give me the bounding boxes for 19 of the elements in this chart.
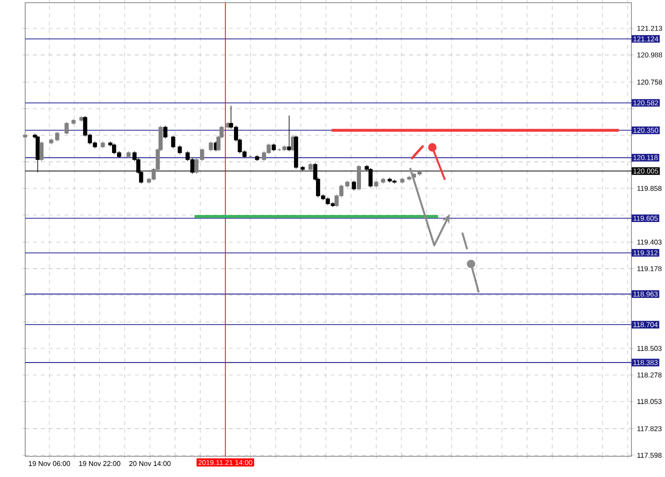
candlestick xyxy=(71,118,76,125)
candlestick xyxy=(64,121,69,135)
candlestick xyxy=(248,154,253,158)
candlestick xyxy=(352,180,356,190)
candlestick xyxy=(171,135,176,148)
candlestick xyxy=(208,140,213,152)
candlestick xyxy=(163,125,168,139)
candlestick xyxy=(126,150,131,158)
candlestick xyxy=(178,144,182,154)
candlestick xyxy=(255,154,260,162)
candlestick xyxy=(356,164,361,190)
candlestick xyxy=(400,177,404,184)
candlestick xyxy=(287,114,292,152)
candlestick xyxy=(374,180,378,188)
candlestick xyxy=(381,177,386,184)
candlestick xyxy=(272,142,276,152)
candlestick xyxy=(308,162,313,171)
candlestick xyxy=(39,140,44,162)
candlestick xyxy=(100,140,105,148)
